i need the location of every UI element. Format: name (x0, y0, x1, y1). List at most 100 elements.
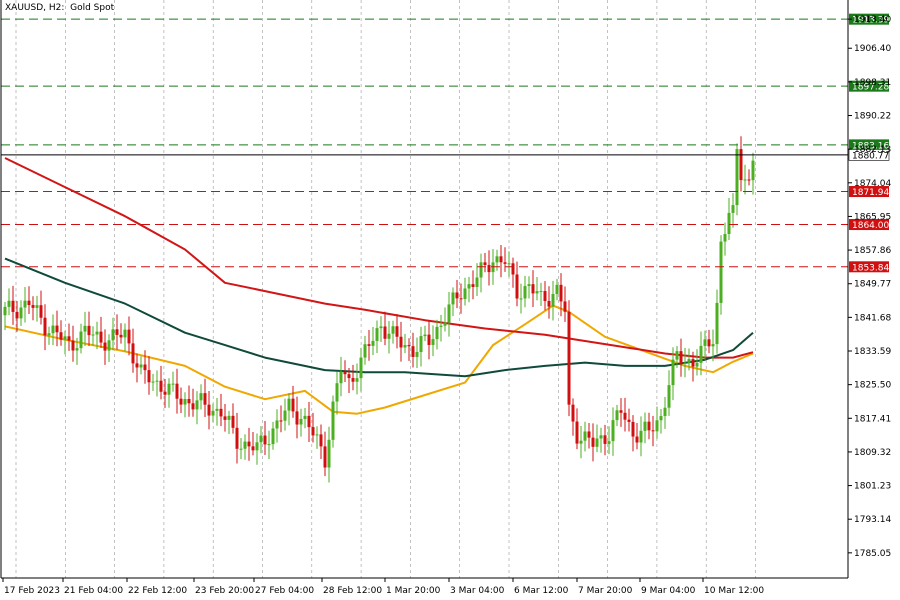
candle-body (363, 344, 367, 358)
candle-body (675, 351, 679, 360)
candle-body (131, 343, 135, 364)
candle-body (83, 325, 87, 332)
current-price-tag (848, 149, 890, 161)
candle-body (299, 418, 303, 425)
candle-body (143, 364, 147, 371)
candle-body (87, 325, 91, 336)
candle-body (183, 399, 187, 405)
y-tick-label: 1874.04 (854, 179, 891, 189)
y-tick-label: 1817.41 (854, 414, 891, 424)
candle-body (99, 331, 103, 343)
candle-body (91, 334, 95, 336)
candle-body (623, 412, 627, 420)
x-tick-label: 17 Feb 2023 (4, 586, 60, 596)
candle-body (347, 374, 351, 379)
candle-body (723, 234, 727, 242)
candle-body (287, 398, 291, 411)
candle-body (171, 383, 175, 385)
candle-body (239, 448, 243, 450)
candle-body (447, 304, 451, 323)
candle-body (547, 301, 551, 307)
price-level-tag (849, 80, 889, 92)
candle-body (47, 333, 51, 336)
x-tick-label: 28 Feb 12:00 (323, 586, 382, 596)
candle-body (671, 359, 675, 386)
candle-body (35, 305, 39, 308)
x-tick-label: 10 Mar 12:00 (704, 586, 764, 596)
candle-body (643, 421, 647, 431)
y-tick-label: 1898.31 (854, 78, 891, 88)
chart-title: XAUUSD, H2: Gold Spot (5, 3, 115, 13)
candle-body (227, 415, 231, 420)
candle-body (335, 383, 339, 402)
candle-body (519, 298, 523, 300)
candle-body (3, 306, 7, 316)
candle-body (563, 301, 567, 312)
candle-body (395, 326, 399, 337)
candle-body (59, 332, 63, 340)
candle-body (595, 438, 599, 447)
candle-body (571, 404, 575, 422)
candle-body (243, 441, 247, 449)
candle-body (275, 420, 279, 429)
candle-body (611, 420, 615, 442)
candle-body (7, 300, 11, 307)
candle-body (483, 262, 487, 265)
y-tick-label: 1849.77 (854, 280, 891, 290)
candle-body (383, 326, 387, 339)
candle-body (635, 436, 639, 443)
candle-body (111, 329, 115, 341)
candle-body (303, 415, 307, 419)
candle-body (19, 307, 23, 319)
candle-body (107, 340, 111, 351)
price-level-tag (849, 186, 889, 198)
candle-body (415, 352, 419, 357)
candle-body (367, 344, 371, 346)
candle-body (355, 378, 359, 382)
y-tick-label: 1882.13 (854, 145, 891, 155)
candle-body (751, 160, 755, 181)
candle-body (311, 427, 315, 436)
candle-body (511, 263, 515, 275)
candle-body (215, 408, 219, 411)
candle-body (211, 410, 215, 416)
candle-body (123, 329, 127, 338)
y-tick-label: 1865.95 (854, 212, 891, 222)
candle-body (231, 415, 235, 428)
candle-body (151, 381, 155, 383)
candle-body (43, 317, 47, 336)
candle-body (731, 205, 735, 213)
candle-body (291, 398, 295, 412)
candle-body (67, 336, 71, 341)
candle-body (591, 437, 595, 447)
price-level-label: 1913.39 (852, 16, 889, 26)
candle-body (639, 430, 643, 443)
candle-body (467, 284, 471, 289)
x-tick-label: 27 Feb 04:00 (255, 586, 314, 596)
candle-body (615, 410, 619, 421)
candle-body (31, 305, 35, 308)
candle-body (359, 357, 363, 379)
candle-body (15, 311, 19, 319)
price-level-label: 1897.28 (852, 83, 889, 93)
candle-body (619, 410, 623, 413)
candle-body (323, 446, 327, 468)
candle-body (51, 325, 55, 334)
candle-body (175, 383, 179, 399)
candle-body (119, 334, 123, 338)
candle-body (327, 439, 331, 468)
candle-body (399, 336, 403, 348)
y-tick-label: 1801.23 (854, 482, 891, 492)
moving-average-line (4, 304, 754, 415)
candle-body (699, 345, 703, 363)
candle-body (663, 407, 667, 417)
candle-body (11, 300, 15, 312)
candle-body (403, 345, 407, 348)
candle-body (207, 404, 211, 416)
candle-body (459, 298, 463, 300)
candle-body (651, 430, 655, 432)
candle-body (479, 262, 483, 278)
y-tick-label: 1841.68 (854, 313, 891, 323)
